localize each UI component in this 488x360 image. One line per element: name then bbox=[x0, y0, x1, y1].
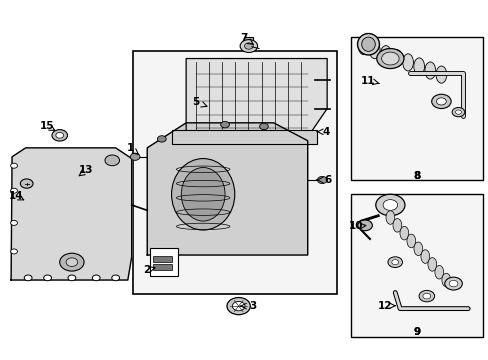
Ellipse shape bbox=[441, 273, 450, 287]
Ellipse shape bbox=[368, 41, 379, 59]
Bar bbox=[171, 130, 317, 144]
Ellipse shape bbox=[413, 58, 424, 75]
Circle shape bbox=[66, 258, 78, 266]
Circle shape bbox=[375, 194, 404, 216]
Ellipse shape bbox=[380, 46, 390, 63]
Circle shape bbox=[11, 249, 18, 254]
Ellipse shape bbox=[385, 211, 394, 224]
Circle shape bbox=[11, 220, 18, 225]
Circle shape bbox=[11, 188, 18, 193]
Ellipse shape bbox=[361, 37, 374, 51]
Circle shape bbox=[376, 49, 403, 68]
Text: 6: 6 bbox=[324, 175, 331, 185]
Circle shape bbox=[444, 277, 461, 290]
Circle shape bbox=[112, 275, 119, 281]
Bar bbox=[149, 248, 178, 276]
Circle shape bbox=[448, 280, 457, 287]
Ellipse shape bbox=[392, 219, 401, 232]
Circle shape bbox=[232, 301, 244, 311]
Text: 14: 14 bbox=[9, 191, 23, 201]
Ellipse shape bbox=[358, 37, 368, 55]
Circle shape bbox=[68, 275, 76, 281]
Text: 7: 7 bbox=[239, 33, 247, 43]
Ellipse shape bbox=[171, 158, 234, 230]
Circle shape bbox=[52, 130, 67, 141]
Circle shape bbox=[92, 275, 100, 281]
Ellipse shape bbox=[181, 167, 224, 221]
Ellipse shape bbox=[424, 62, 435, 79]
Text: 5: 5 bbox=[192, 97, 199, 107]
Text: 10: 10 bbox=[348, 221, 363, 231]
Ellipse shape bbox=[406, 234, 415, 248]
Bar bbox=[153, 256, 171, 262]
Bar bbox=[153, 264, 171, 270]
Bar bbox=[351, 194, 482, 337]
Text: 2: 2 bbox=[142, 265, 150, 275]
Polygon shape bbox=[147, 123, 307, 255]
Ellipse shape bbox=[402, 54, 412, 71]
Text: 8: 8 bbox=[413, 171, 420, 181]
Polygon shape bbox=[11, 148, 131, 280]
Circle shape bbox=[105, 155, 119, 166]
Ellipse shape bbox=[357, 33, 379, 55]
Text: 1: 1 bbox=[126, 143, 134, 153]
Circle shape bbox=[226, 297, 250, 315]
Text: 13: 13 bbox=[79, 165, 94, 175]
Text: 11: 11 bbox=[361, 76, 375, 86]
Circle shape bbox=[11, 163, 18, 168]
Circle shape bbox=[259, 123, 268, 130]
Circle shape bbox=[24, 275, 32, 281]
Circle shape bbox=[244, 43, 253, 49]
Circle shape bbox=[387, 257, 402, 267]
Circle shape bbox=[357, 220, 372, 231]
Bar bbox=[244, 37, 253, 48]
Text: 9: 9 bbox=[413, 327, 420, 337]
Ellipse shape bbox=[399, 226, 408, 240]
Circle shape bbox=[157, 136, 166, 142]
Circle shape bbox=[240, 40, 257, 53]
Ellipse shape bbox=[434, 265, 443, 279]
Text: 3: 3 bbox=[249, 301, 256, 311]
Circle shape bbox=[60, 253, 84, 271]
Ellipse shape bbox=[435, 66, 446, 83]
Circle shape bbox=[130, 153, 140, 160]
Circle shape bbox=[43, 275, 51, 281]
Circle shape bbox=[391, 260, 398, 265]
Circle shape bbox=[431, 94, 450, 109]
Text: 12: 12 bbox=[378, 301, 392, 311]
Bar bbox=[351, 37, 482, 180]
Text: 15: 15 bbox=[39, 121, 54, 131]
Text: 8: 8 bbox=[413, 171, 420, 181]
Ellipse shape bbox=[391, 50, 402, 67]
Text: 9: 9 bbox=[413, 327, 420, 337]
Circle shape bbox=[382, 200, 397, 210]
Circle shape bbox=[381, 52, 398, 65]
Ellipse shape bbox=[413, 242, 422, 256]
Circle shape bbox=[56, 132, 63, 138]
Circle shape bbox=[455, 110, 460, 114]
Circle shape bbox=[418, 291, 434, 302]
Circle shape bbox=[20, 179, 33, 188]
Polygon shape bbox=[186, 59, 326, 137]
Circle shape bbox=[451, 108, 464, 117]
Bar bbox=[132, 51, 336, 294]
Circle shape bbox=[317, 176, 326, 184]
Ellipse shape bbox=[420, 250, 429, 264]
Ellipse shape bbox=[427, 258, 436, 271]
Circle shape bbox=[422, 293, 430, 299]
Circle shape bbox=[436, 98, 446, 105]
Circle shape bbox=[220, 121, 229, 128]
Text: 4: 4 bbox=[322, 127, 329, 137]
